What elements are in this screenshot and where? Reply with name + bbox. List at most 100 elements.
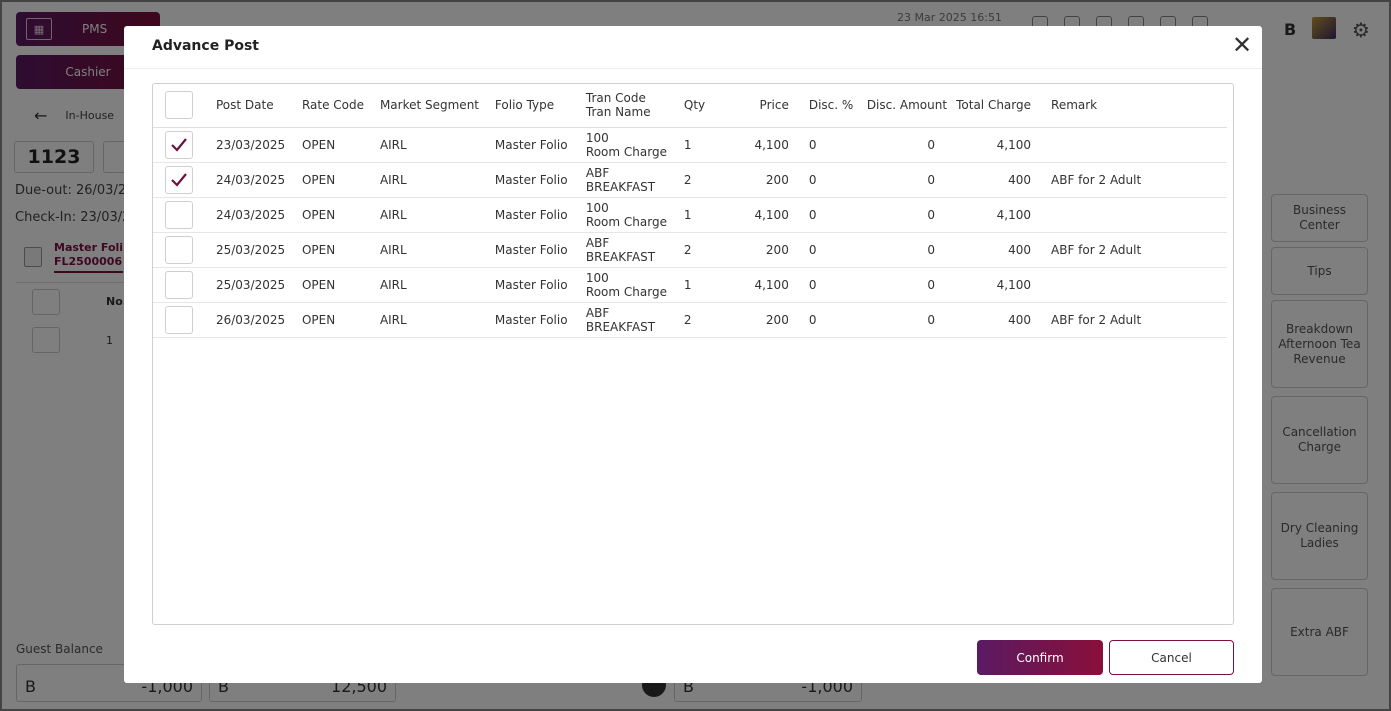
cell-tran-code-name: ABF BREAKFAST: [585, 302, 684, 338]
cell-tran-code-name: ABF BREAKFAST: [585, 162, 684, 198]
cell-total-charge: 400: [947, 232, 1040, 268]
table-row[interactable]: 26/03/2025 OPEN AIRL Master Folio ABF BR…: [153, 302, 1227, 338]
cell-tran-code: 100: [585, 270, 609, 285]
cell-disc-pct: 0: [796, 302, 867, 338]
cell-folio-type: Master Folio: [494, 232, 586, 268]
cell-rate-code: OPEN: [301, 232, 380, 268]
cell-rate-code: OPEN: [301, 302, 380, 338]
cell-disc-amount: 0: [866, 302, 948, 338]
cell-post-date: 24/03/2025: [215, 197, 302, 233]
cell-market-segment: AIRL: [379, 232, 495, 268]
cell-qty: 1: [683, 197, 729, 233]
cell-tran-name: Room Charge: [585, 214, 667, 229]
cell-total-charge: 4,100: [947, 127, 1040, 163]
cell-post-date: 23/03/2025: [215, 127, 302, 163]
row-checkbox[interactable]: [165, 270, 193, 299]
cell-disc-amount: 0: [866, 267, 948, 303]
cell-qty: 2: [683, 162, 729, 198]
cell-tran-name: BREAKFAST: [585, 319, 656, 334]
cell-tran-code: ABF: [585, 305, 610, 320]
cell-qty: 1: [683, 267, 729, 303]
cell-price: 4,100: [728, 197, 797, 233]
col-tran-name: Tran Name: [585, 105, 651, 120]
dialog-divider: [124, 68, 1262, 69]
cell-market-segment: AIRL: [379, 127, 495, 163]
cell-tran-code: ABF: [585, 235, 610, 250]
cell-remark: [1039, 127, 1227, 163]
col-remark: Remark: [1039, 84, 1227, 128]
cell-remark: [1039, 267, 1227, 303]
table-row[interactable]: 25/03/2025 OPEN AIRL Master Folio ABF BR…: [153, 232, 1227, 268]
select-all-checkbox[interactable]: [165, 91, 193, 120]
cell-tran-code-name: 100 Room Charge: [585, 127, 684, 163]
cell-folio-type: Master Folio: [494, 162, 586, 198]
cell-tran-name: Room Charge: [585, 284, 667, 299]
advance-post-table: Post Date Rate Code Market Segment Folio…: [152, 83, 1234, 625]
cell-price: 200: [728, 232, 797, 268]
cell-tran-code-name: 100 Room Charge: [585, 197, 684, 233]
cell-market-segment: AIRL: [379, 267, 495, 303]
col-market-segment: Market Segment: [379, 84, 495, 128]
cell-disc-pct: 0: [796, 127, 867, 163]
cell-folio-type: Master Folio: [494, 197, 586, 233]
cell-rate-code: OPEN: [301, 197, 380, 233]
cell-remark: [1039, 197, 1227, 233]
cancel-button[interactable]: Cancel: [1109, 640, 1234, 675]
table-row[interactable]: 24/03/2025 OPEN AIRL Master Folio ABF BR…: [153, 162, 1227, 198]
col-folio-type: Folio Type: [494, 84, 586, 128]
col-total-charge: Total Charge: [947, 84, 1040, 128]
cell-market-segment: AIRL: [379, 162, 495, 198]
cell-qty: 2: [683, 302, 729, 338]
cell-tran-code: 100: [585, 200, 609, 215]
row-checkbox[interactable]: [165, 200, 193, 229]
cell-total-charge: 4,100: [947, 267, 1040, 303]
cell-post-date: 25/03/2025: [215, 267, 302, 303]
cell-price: 4,100: [728, 267, 797, 303]
cell-rate-code: OPEN: [301, 162, 380, 198]
cell-price: 200: [728, 162, 797, 198]
cell-post-date: 24/03/2025: [215, 162, 302, 198]
confirm-button[interactable]: Confirm: [977, 640, 1103, 675]
cell-market-segment: AIRL: [379, 302, 495, 338]
cell-folio-type: Master Folio: [494, 267, 586, 303]
col-disc-pct: Disc. %: [796, 84, 867, 128]
row-checkbox[interactable]: [165, 130, 193, 159]
table-row[interactable]: 25/03/2025 OPEN AIRL Master Folio 100 Ro…: [153, 267, 1227, 303]
cell-tran-code: ABF: [585, 165, 610, 180]
cell-folio-type: Master Folio: [494, 302, 586, 338]
cell-remark: ABF for 2 Adult: [1039, 302, 1227, 338]
col-post-date: Post Date: [215, 84, 302, 128]
row-checkbox[interactable]: [165, 235, 193, 264]
cell-qty: 2: [683, 232, 729, 268]
cell-market-segment: AIRL: [379, 197, 495, 233]
cell-total-charge: 4,100: [947, 197, 1040, 233]
cell-disc-amount: 0: [866, 127, 948, 163]
cell-disc-pct: 0: [796, 197, 867, 233]
cell-tran-code: 100: [585, 130, 609, 145]
cell-price: 4,100: [728, 127, 797, 163]
col-price: Price: [728, 84, 797, 128]
close-icon[interactable]: ✕: [1231, 31, 1253, 59]
cell-tran-name: Room Charge: [585, 144, 667, 159]
col-tran-code: Tran Code: [585, 91, 646, 106]
cell-post-date: 26/03/2025: [215, 302, 302, 338]
cell-disc-amount: 0: [866, 197, 948, 233]
cell-remark: ABF for 2 Adult: [1039, 232, 1227, 268]
cell-tran-code-name: 100 Room Charge: [585, 267, 684, 303]
cell-disc-amount: 0: [866, 162, 948, 198]
cell-disc-amount: 0: [866, 232, 948, 268]
cell-rate-code: OPEN: [301, 267, 380, 303]
col-disc-amount: Disc. Amount: [866, 84, 948, 128]
checkmark-icon: [171, 172, 187, 187]
row-checkbox[interactable]: [165, 305, 193, 334]
table-header-row: Post Date Rate Code Market Segment Folio…: [153, 84, 1227, 128]
table-row[interactable]: 24/03/2025 OPEN AIRL Master Folio 100 Ro…: [153, 197, 1227, 233]
row-checkbox[interactable]: [165, 165, 193, 194]
cell-post-date: 25/03/2025: [215, 232, 302, 268]
col-rate-code: Rate Code: [301, 84, 380, 128]
cell-total-charge: 400: [947, 302, 1040, 338]
table-row[interactable]: 23/03/2025 OPEN AIRL Master Folio 100 Ro…: [153, 127, 1227, 163]
cell-tran-name: BREAKFAST: [585, 249, 656, 264]
cell-disc-pct: 0: [796, 267, 867, 303]
col-qty: Qty: [683, 84, 729, 128]
